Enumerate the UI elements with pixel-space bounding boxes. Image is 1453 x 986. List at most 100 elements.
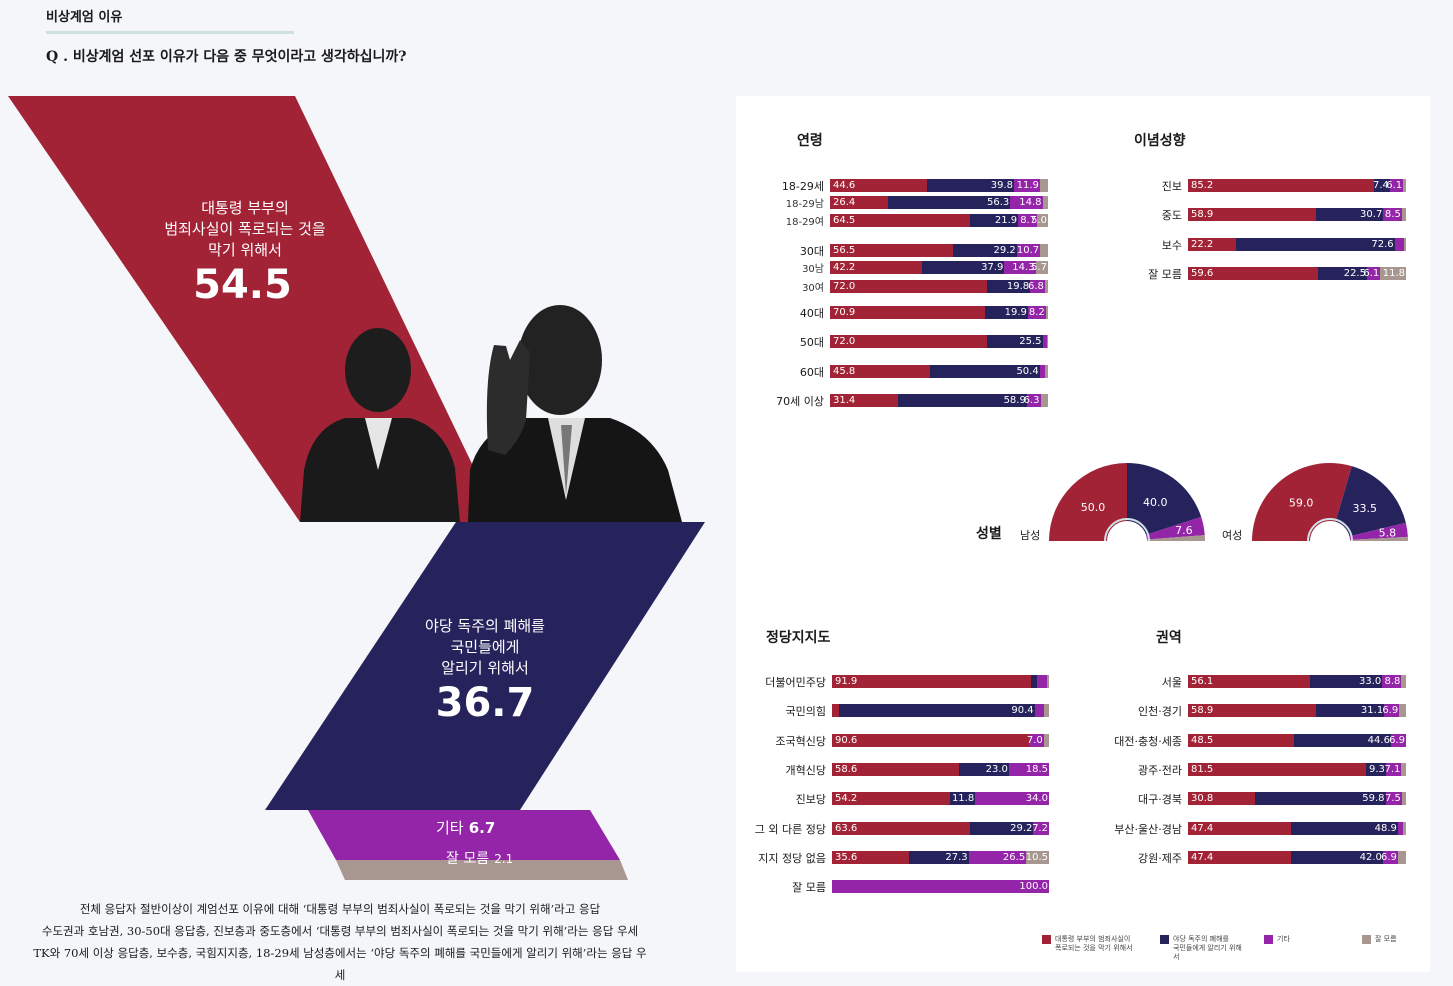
bar-segment-hide-scandal [832,704,839,717]
data-label: 27.3 [945,852,968,863]
category-label: 중도 [1161,209,1182,222]
bar-segment-dont-know [1045,306,1048,319]
bar-segment-opposition: 37.9 [921,261,1005,274]
gender-inner-ring [1104,518,1150,542]
bar-segment-other: 6.8 [1028,280,1045,293]
data-label: 18.5 [1025,764,1048,775]
bar-segment-hide-scandal: 54.2 [832,792,950,805]
data-label: 6.9 [1381,852,1397,863]
bar-segment-opposition: 7.4 [1373,179,1390,192]
bar-segment-hide-scandal: 44.6 [830,179,928,192]
bar-segment-dont-know [1040,394,1048,407]
stacked-bar: 58.9 30.7 8.5 [1188,208,1406,221]
bar-segment-hide-scandal: 30.8 [1188,792,1256,805]
legend-item-other: 기타 [1264,935,1344,962]
dont-know-label: 잘 모름 [446,851,490,867]
bar-segment-hide-scandal: 72.0 [830,335,987,348]
category-label: 잘 모름 [792,881,826,894]
legend-swatch [1160,935,1169,944]
data-label: 26.4 [833,197,856,208]
stacked-bar: 30.8 59.8 7.5 [1188,792,1406,805]
bar-segment-hide-scandal: 56.1 [1188,675,1311,688]
data-label: 72.0 [833,281,856,292]
data-label: 26.5 [1002,852,1026,863]
bar-segment-dont-know [1401,208,1406,221]
legend-item-opposition: 야당 독주의 폐해를 국민들에게 알리기 위해서 [1160,935,1246,962]
data-label: 6.9 [1389,735,1405,746]
category-label: 30대 [799,245,824,258]
gender-arc-dont-know [1349,536,1408,541]
data-label: 100.0 [1019,881,1048,892]
stacked-bar: 63.6 29.2 7.2 [832,822,1049,835]
bar-segment-other: 8.5 [1383,208,1402,221]
stacked-bar: 35.6 27.3 26.5 10.5 [832,851,1049,864]
gender-female-label: 여성 [1222,529,1243,542]
bar-segment-dont-know [1039,179,1048,192]
data-label: 31.4 [833,395,856,406]
data-label: 7.1 [1384,764,1401,775]
data-label: 64.5 [833,215,856,226]
legend-label: 잘 모름 [1375,935,1397,943]
data-label: 91.9 [835,676,858,687]
data-label: 29.2 [993,245,1016,256]
hide-scandal-label-line: 막기 위해서 [208,241,282,259]
dont-know-callout: 잘 모름 2.1 [446,848,513,868]
data-label: 58.9 [1191,209,1214,220]
gender-arc-hide-scandal [1252,463,1352,541]
data-label: 56.5 [833,245,856,256]
bar-segment-dont-know [1403,238,1406,251]
category-label: 40대 [799,307,824,320]
category-label: 인천·경기 [1138,705,1182,718]
bar-segment-other: 14.8 [1010,196,1043,209]
legend-item-dont-know: 잘 모름 [1362,935,1422,962]
stacked-bar: 47.4 48.9 [1188,822,1406,835]
data-label: 19.8 [1006,281,1030,292]
other-value: 6.7 [468,819,496,837]
data-label: 58.9 [1191,705,1214,716]
data-label: 7.0 [1026,735,1043,746]
opposition-label-line: 국민들에게 [450,638,520,656]
gender-arc-hide-scandal [1049,463,1127,541]
data-label: 5.7 [1031,262,1047,273]
category-label: 광주·전라 [1138,764,1182,777]
bar-segment-other [1042,335,1047,348]
bar-segment-hide-scandal: 47.4 [1188,851,1292,864]
hide-scandal-value: 54.5 [193,262,292,308]
data-label: 14.8 [1019,197,1042,208]
data-label: 54.2 [835,793,858,804]
gender-male-label: 남성 [1020,529,1041,542]
data-label: 7.2 [1032,823,1048,834]
bar-segment-dont-know [1046,675,1049,688]
summary-line: 수도권과 호남권, 30-50대 응답층, 진보층과 중도층에서 ‘대통령 부부… [41,924,639,938]
bar-segment-opposition: 33.0 [1310,675,1383,688]
bar-segment-opposition: 27.3 [909,851,969,864]
bar-segment-dont-know [1043,734,1049,747]
stacked-bar: 58.6 23.0 18.5 [832,763,1049,776]
data-label: 81.5 [1191,764,1214,775]
stacked-bar: 90.4 [832,704,1049,717]
data-label: 58.9 [1003,395,1026,406]
legend-label: 대통령 부부의 범죄사실이 [1055,935,1131,943]
bar-segment-other [1034,704,1045,717]
category-label: 대전·충청·세종 [1114,735,1182,748]
bar-segment-opposition: 29.2 [970,822,1034,835]
stacked-bar: 47.4 42.0 6.9 [1188,851,1406,864]
bar-segment-other [1036,675,1047,688]
bar-segment-opposition: 59.8 [1255,792,1386,805]
data-label: 35.6 [835,852,858,863]
bar-segment-opposition: 39.8 [927,179,1014,192]
bar-segment-other: 7.0 [1026,734,1044,747]
bar-segment-opposition [1031,675,1037,688]
data-label: 11.8 [1382,268,1405,279]
data-label: 58.6 [835,764,858,775]
bar-segment-hide-scandal: 35.6 [832,851,910,864]
data-label: 10.5 [1025,852,1048,863]
data-label: 30.7 [1360,209,1383,220]
bar-segment-other: 7.1 [1384,763,1402,776]
data-label: 59.8 [1362,793,1385,804]
stacked-bar: 42.2 37.9 14.3 5.7 [830,261,1048,274]
bar-segment-other: 6.9 [1381,851,1398,864]
data-label: 90.6 [835,735,858,746]
category-label: 18-29여 [785,217,824,228]
bar-segment-opposition: 29.2 [953,244,1017,257]
